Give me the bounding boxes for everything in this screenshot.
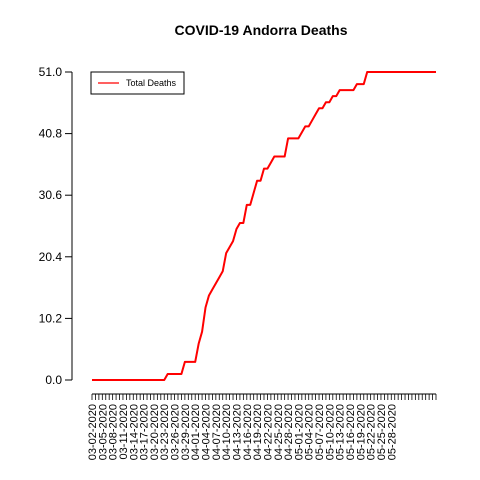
y-tick-label: 40.8 bbox=[39, 127, 63, 141]
x-tick-label: 03-26-2020 bbox=[170, 404, 182, 460]
chart-title: COVID-19 Andorra Deaths bbox=[175, 22, 348, 38]
legend: Total Deaths bbox=[90, 71, 185, 95]
x-tick-label: 03-20-2020 bbox=[149, 404, 161, 460]
x-tick-label: 04-22-2020 bbox=[262, 404, 274, 460]
x-tick-label: 04-01-2020 bbox=[190, 404, 202, 460]
plot-area bbox=[92, 71, 436, 381]
x-tick-label: 05-22-2020 bbox=[366, 404, 378, 460]
x-tick-label: 05-10-2020 bbox=[324, 404, 336, 460]
x-tick-label: 05-04-2020 bbox=[304, 404, 316, 460]
x-tick-label: 03-23-2020 bbox=[159, 404, 171, 460]
x-tick-label: 04-10-2020 bbox=[221, 404, 233, 460]
x-tick-label: 05-28-2020 bbox=[386, 404, 398, 460]
x-tick-label: 04-25-2020 bbox=[273, 404, 285, 460]
x-tick-label: 04-07-2020 bbox=[211, 404, 223, 460]
x-tick-label: 05-19-2020 bbox=[355, 404, 367, 460]
series-line-total-deaths bbox=[92, 71, 436, 381]
x-tick-label: 03-17-2020 bbox=[139, 404, 151, 460]
y-tick-label: 0.0 bbox=[45, 373, 62, 387]
legend-label: Total Deaths bbox=[126, 78, 177, 88]
x-tick-label: 04-04-2020 bbox=[201, 404, 213, 460]
y-tick-label: 20.4 bbox=[39, 250, 63, 264]
x-tick-label: 04-19-2020 bbox=[252, 404, 264, 460]
x-tick-label: 03-14-2020 bbox=[128, 404, 140, 460]
legend-box bbox=[90, 71, 185, 95]
x-tick-label: 03-05-2020 bbox=[97, 404, 109, 460]
x-axis: 03-02-202003-05-202003-08-202003-11-2020… bbox=[87, 393, 437, 460]
x-tick-label: 05-16-2020 bbox=[345, 404, 357, 460]
x-tick-label: 05-25-2020 bbox=[376, 404, 388, 460]
x-tick-label: 05-07-2020 bbox=[314, 404, 326, 460]
x-tick-label: 03-08-2020 bbox=[108, 404, 120, 460]
y-axis: 0.0 10.2 20.4 30.6 40.8 51.0 bbox=[39, 65, 73, 387]
y-tick-label: 30.6 bbox=[39, 188, 63, 202]
x-tick-label: 04-13-2020 bbox=[231, 404, 243, 460]
x-tick-label: 04-16-2020 bbox=[242, 404, 254, 460]
x-tick-label: 05-01-2020 bbox=[293, 404, 305, 460]
y-tick-label: 10.2 bbox=[39, 311, 63, 325]
x-tick-label: 05-13-2020 bbox=[335, 404, 347, 460]
x-tick-label: 03-11-2020 bbox=[118, 404, 130, 459]
x-tick-label: 03-02-2020 bbox=[87, 404, 99, 460]
y-tick-label: 51.0 bbox=[39, 65, 63, 79]
x-tick-label: 03-29-2020 bbox=[180, 404, 192, 460]
x-tick-label: 04-28-2020 bbox=[283, 404, 295, 460]
